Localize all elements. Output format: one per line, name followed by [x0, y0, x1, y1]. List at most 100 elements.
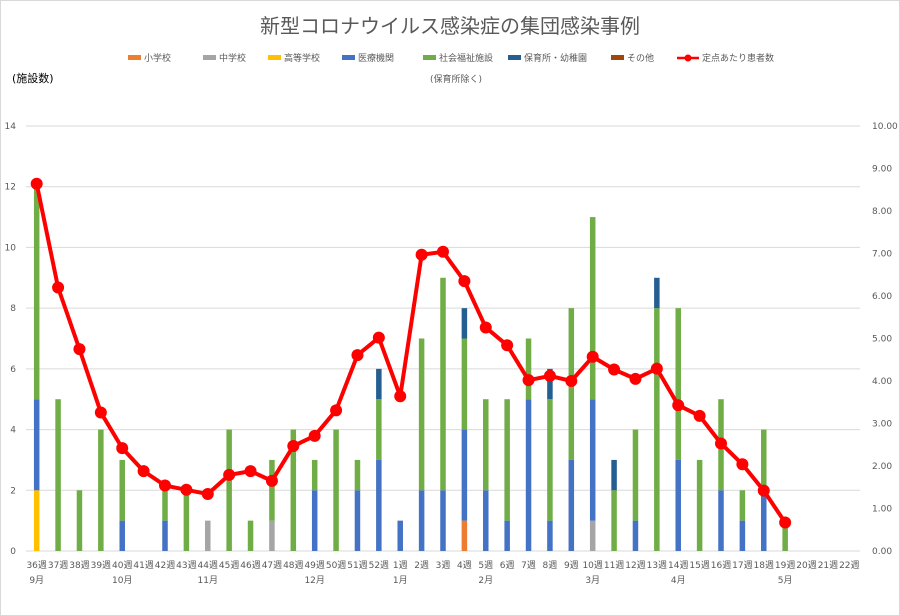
bar-segment — [290, 429, 297, 551]
x-tick-label: 5週 — [478, 560, 493, 571]
bar-segment — [525, 338, 532, 400]
y-tick-label: 2 — [10, 486, 16, 496]
bar-segment — [376, 399, 382, 460]
x-tick-label: 10週 — [582, 560, 602, 571]
x-tick-label: 49週 — [304, 560, 324, 571]
y-tick-label: 0 — [10, 547, 16, 557]
line-point — [52, 281, 65, 294]
bar-segment — [675, 459, 681, 551]
x-tick-label: 43週 — [176, 560, 196, 571]
legend-line-swatch — [677, 54, 699, 61]
line-point — [437, 245, 449, 258]
bar-segment — [654, 308, 660, 551]
line-point — [779, 516, 792, 529]
y2-tick-label: 10.00 — [872, 122, 898, 132]
line-point — [94, 406, 107, 419]
legend-label: 社会福祉施設 — [439, 54, 494, 64]
bar-segment — [354, 490, 361, 551]
line-point — [522, 374, 535, 387]
bar-segment — [33, 399, 40, 491]
x-tick-label: 46週 — [240, 560, 260, 571]
bar-segment — [632, 520, 639, 551]
line-point — [30, 177, 43, 190]
x-tick-label: 39週 — [91, 560, 111, 571]
month-label: 11月 — [198, 575, 218, 586]
bar-segment — [162, 490, 168, 521]
legend-swatch — [611, 55, 624, 60]
line-point — [265, 474, 278, 487]
legend-item-elementary-school: 小学校 — [128, 52, 171, 66]
bar-segment — [568, 459, 575, 551]
x-tick-label: 45週 — [219, 560, 239, 571]
x-tick-label: 36週 — [26, 560, 46, 571]
legend-item-medical-institution: 医療機関 — [342, 52, 394, 66]
month-label: 4月 — [671, 575, 686, 586]
legend-label: 中学校 — [219, 54, 247, 64]
bar-segment — [611, 459, 617, 491]
line-point — [629, 372, 642, 385]
bar-segment — [504, 520, 510, 551]
line-point — [415, 248, 428, 261]
bar-segment — [547, 520, 553, 551]
line-point — [650, 362, 663, 375]
bar-segment — [98, 429, 104, 551]
bar-segment — [183, 490, 190, 551]
y2-tick-label: 4.00 — [872, 377, 892, 387]
line-point — [479, 321, 492, 334]
bar-segment — [269, 459, 275, 521]
month-label: 9月 — [29, 575, 44, 586]
line-point — [608, 363, 621, 376]
legend-swatch — [128, 55, 141, 60]
x-tick-label: 15週 — [689, 560, 709, 571]
x-tick-label: 44週 — [198, 560, 218, 571]
x-tick-label: 2週 — [414, 560, 429, 571]
bar-segment — [589, 520, 596, 551]
line-point — [308, 429, 321, 442]
legend-item-other: その他 — [611, 52, 654, 66]
y-tick-label: 12 — [5, 183, 16, 193]
legend-item-patients-per-sentinel: 定点あたり患者数 — [677, 52, 774, 66]
x-tick-label: 18週 — [754, 560, 774, 571]
bar-segment — [547, 368, 553, 400]
legend-item-high-school: 高等学校 — [268, 52, 320, 66]
x-tick-label: 50週 — [326, 560, 346, 571]
bar-segment — [483, 399, 489, 491]
x-tick-label: 11週 — [604, 560, 624, 571]
line-point — [137, 465, 150, 478]
bar-segment — [376, 368, 382, 400]
legend-item-junior-high-school: 中学校 — [203, 52, 246, 66]
bar-segment — [461, 338, 468, 430]
bar-segment — [440, 277, 446, 491]
y-tick-label: 10 — [5, 243, 17, 253]
line-point — [715, 437, 727, 450]
bar-segment — [311, 490, 318, 551]
x-tick-label: 21週 — [818, 560, 838, 571]
bar-segment — [55, 399, 61, 551]
x-tick-label: 40週 — [112, 560, 132, 571]
y2-tick-label: 9.00 — [872, 165, 892, 175]
line-point — [543, 369, 556, 382]
bar-segment — [119, 459, 125, 521]
bar-segment — [675, 308, 681, 460]
legend-label: 医療機関 — [358, 54, 395, 64]
x-tick-label: 16週 — [711, 560, 731, 571]
bar-segment — [739, 490, 746, 521]
line-point — [736, 458, 749, 471]
bar-segment — [504, 399, 510, 521]
x-tick-label: 41週 — [133, 560, 153, 571]
y2-tick-label: 0.00 — [872, 547, 892, 557]
month-label: 1月 — [393, 575, 408, 586]
legend-swatch — [508, 55, 521, 60]
legend-note: (保育所除く) — [430, 75, 483, 85]
line-point — [394, 390, 407, 403]
bar-segment — [461, 429, 468, 521]
month-label: 3月 — [585, 575, 600, 586]
x-tick-label: 19週 — [775, 560, 795, 571]
bar-segment — [354, 459, 361, 491]
legend-label: 定点あたり患者数 — [702, 54, 775, 64]
bar-segment — [718, 490, 724, 551]
bar-segment — [247, 520, 254, 551]
line-point — [672, 399, 685, 412]
bars — [33, 186, 788, 551]
